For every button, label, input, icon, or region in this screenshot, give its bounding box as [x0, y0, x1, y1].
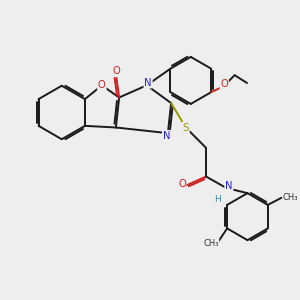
Text: O: O [220, 79, 228, 89]
Text: CH₃: CH₃ [283, 193, 298, 202]
Text: S: S [183, 123, 189, 133]
Text: N: N [144, 78, 152, 88]
Text: N: N [225, 181, 232, 191]
Text: O: O [98, 80, 106, 90]
Text: H: H [214, 194, 220, 203]
Text: N: N [163, 131, 170, 141]
Text: O: O [178, 179, 186, 189]
Text: CH₃: CH₃ [203, 239, 219, 248]
Text: O: O [112, 66, 120, 76]
